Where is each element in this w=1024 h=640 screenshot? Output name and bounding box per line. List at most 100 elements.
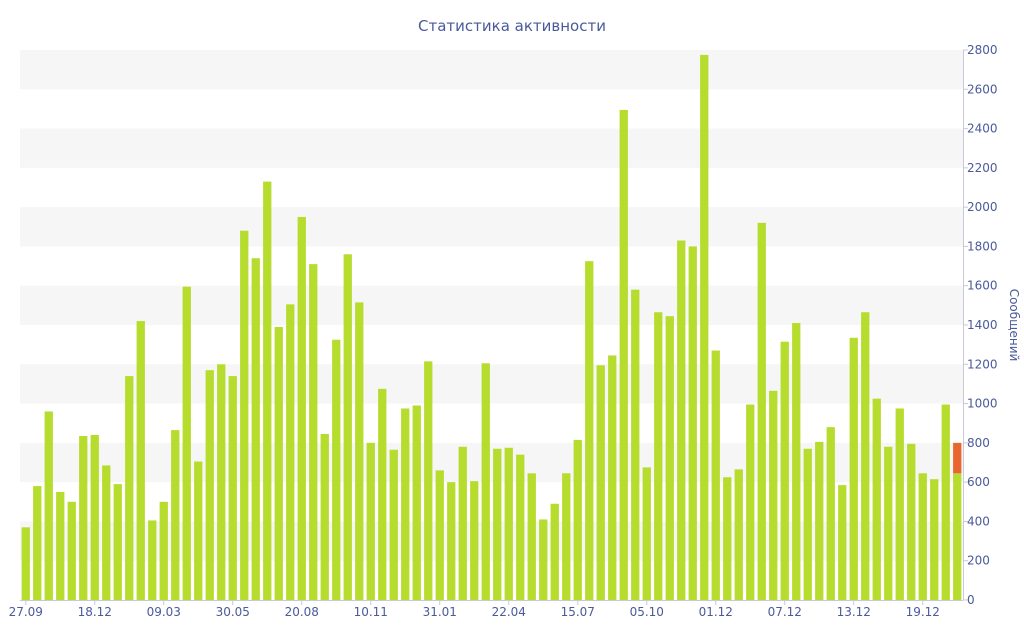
bar[interactable] xyxy=(734,469,743,600)
bar[interactable] xyxy=(815,441,824,600)
chart-title: Статистика активности xyxy=(418,17,606,35)
bar[interactable] xyxy=(378,388,387,600)
bar[interactable] xyxy=(562,473,571,600)
bar[interactable] xyxy=(274,326,283,600)
bar[interactable] xyxy=(205,370,214,600)
bar[interactable] xyxy=(458,446,467,600)
bar[interactable] xyxy=(263,181,272,600)
bar[interactable] xyxy=(907,443,916,600)
bar[interactable] xyxy=(895,408,904,600)
bar[interactable] xyxy=(711,350,720,600)
bar[interactable] xyxy=(194,461,203,600)
bar[interactable] xyxy=(90,435,99,600)
bar[interactable] xyxy=(44,411,53,600)
grid-band xyxy=(20,207,963,247)
bar[interactable] xyxy=(217,364,226,600)
x-tick-label: 10.11 xyxy=(354,605,388,619)
bar[interactable] xyxy=(240,230,249,600)
bar[interactable] xyxy=(665,316,674,600)
bar[interactable] xyxy=(608,355,617,600)
bar[interactable] xyxy=(573,439,582,600)
bar[interactable] xyxy=(838,485,847,600)
y-tick-label: 600 xyxy=(967,475,990,489)
bar[interactable] xyxy=(550,503,559,600)
bar[interactable] xyxy=(872,398,881,600)
bar[interactable] xyxy=(792,323,801,600)
bar[interactable] xyxy=(585,261,594,600)
bar[interactable] xyxy=(297,216,306,600)
bar[interactable] xyxy=(401,408,410,600)
x-tick-label: 15.07 xyxy=(561,605,595,619)
bar[interactable] xyxy=(159,501,168,600)
bar[interactable] xyxy=(527,473,536,600)
bar[interactable] xyxy=(447,482,456,600)
bar[interactable] xyxy=(309,264,318,600)
bar[interactable] xyxy=(780,341,789,600)
bar[interactable] xyxy=(619,109,628,601)
bar[interactable] xyxy=(918,473,927,600)
bar[interactable] xyxy=(228,376,237,600)
bar[interactable] xyxy=(56,491,65,600)
highlight-bar[interactable] xyxy=(953,442,962,474)
y-tick-label: 2800 xyxy=(967,43,998,57)
bar[interactable] xyxy=(654,312,663,600)
x-tick-label: 13.12 xyxy=(837,605,871,619)
grid-band xyxy=(20,128,963,168)
bar[interactable] xyxy=(642,467,651,600)
bar[interactable] xyxy=(424,361,433,600)
bar[interactable] xyxy=(884,446,893,600)
bar[interactable] xyxy=(21,527,30,600)
bar[interactable] xyxy=(757,222,766,600)
bar[interactable] xyxy=(320,434,329,600)
bar[interactable] xyxy=(79,435,88,600)
x-tick-label: 18.12 xyxy=(78,605,112,619)
bar[interactable] xyxy=(412,405,421,600)
bar[interactable] xyxy=(182,286,191,600)
bar[interactable] xyxy=(148,520,157,600)
bar[interactable] xyxy=(136,321,145,600)
bar[interactable] xyxy=(826,427,835,600)
bar[interactable] xyxy=(539,519,548,600)
bar[interactable] xyxy=(688,246,697,600)
bar[interactable] xyxy=(861,312,870,600)
bar[interactable] xyxy=(251,258,260,600)
bar[interactable] xyxy=(631,289,640,600)
bar[interactable] xyxy=(125,376,134,600)
bar[interactable] xyxy=(769,390,778,600)
bar[interactable] xyxy=(677,240,686,601)
y-tick-labels: 0 200 400 600 800 1000 1200 1400 1600 1800 2000 220… xyxy=(967,43,998,607)
bar[interactable] xyxy=(286,304,295,600)
bar[interactable] xyxy=(33,486,42,600)
bar[interactable] xyxy=(332,339,341,600)
bar[interactable] xyxy=(723,477,732,600)
x-tick-label: 09.03 xyxy=(147,605,181,619)
bar[interactable] xyxy=(746,404,755,600)
bar[interactable] xyxy=(596,365,605,600)
bar[interactable] xyxy=(700,54,709,601)
x-tick-label: 30.05 xyxy=(216,605,250,619)
bar[interactable] xyxy=(389,449,398,600)
bar[interactable] xyxy=(355,302,364,600)
bar[interactable] xyxy=(504,447,513,600)
bar[interactable] xyxy=(953,473,962,600)
bar[interactable] xyxy=(493,448,502,600)
bar[interactable] xyxy=(470,481,479,600)
bar[interactable] xyxy=(113,484,122,600)
bar[interactable] xyxy=(435,470,444,600)
bar[interactable] xyxy=(481,363,490,600)
bar[interactable] xyxy=(803,448,812,600)
y-tick-label: 2600 xyxy=(967,82,998,96)
bar[interactable] xyxy=(366,442,375,600)
bar[interactable] xyxy=(849,337,858,600)
bar[interactable] xyxy=(941,404,950,600)
x-tick-label: 19.12 xyxy=(906,605,940,619)
x-tick-label: 20.08 xyxy=(285,605,319,619)
bar[interactable] xyxy=(930,479,939,600)
bar[interactable] xyxy=(67,501,76,600)
x-tick-label: 05.10 xyxy=(630,605,664,619)
bar[interactable] xyxy=(102,465,111,600)
bar[interactable] xyxy=(516,454,525,600)
bar[interactable] xyxy=(343,254,352,601)
bar[interactable] xyxy=(171,430,180,600)
